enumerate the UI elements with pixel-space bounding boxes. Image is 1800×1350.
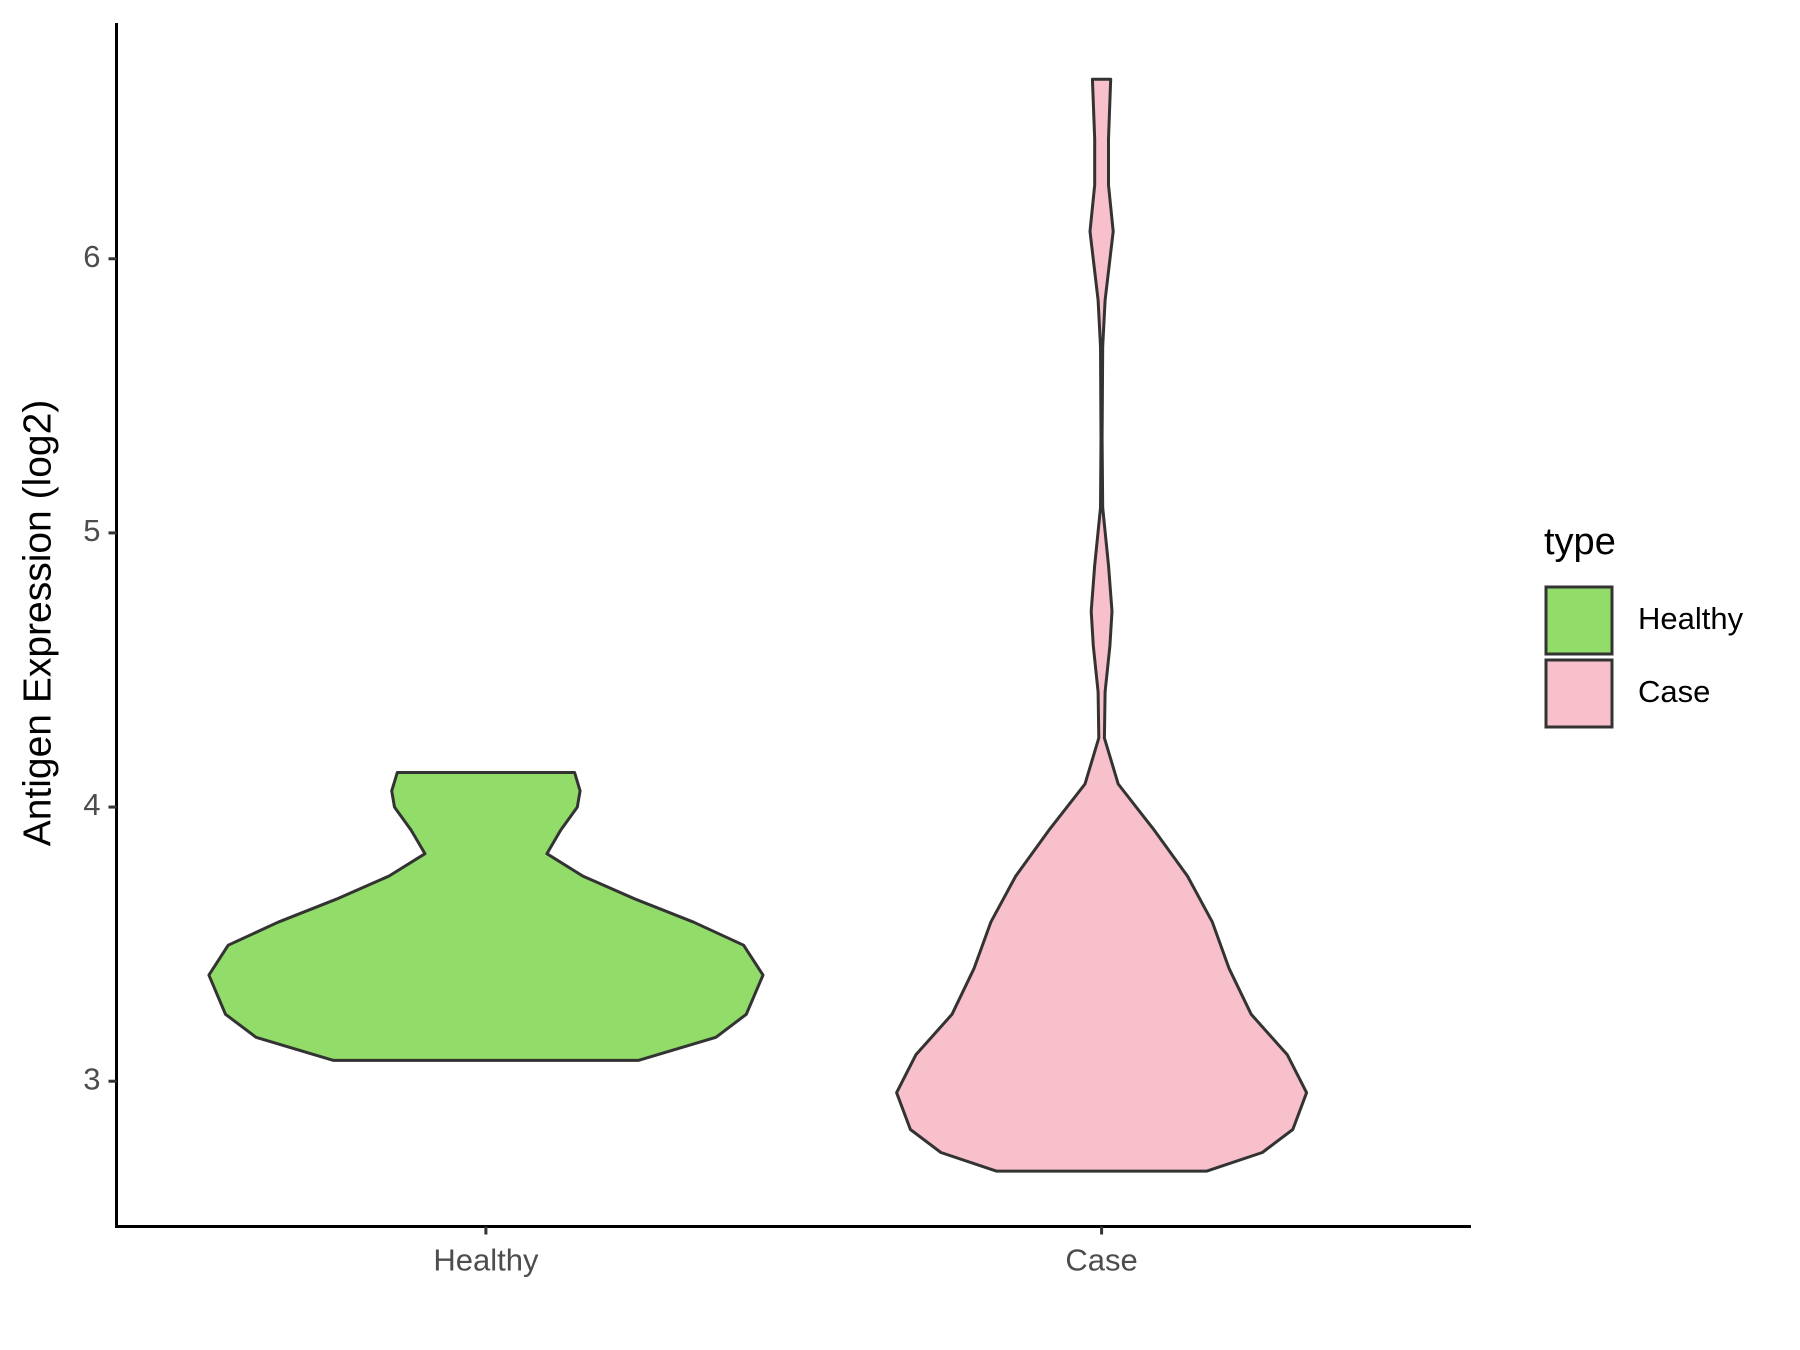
violin [207, 771, 765, 1062]
y-tick-label: 6 [83, 239, 100, 274]
y-tick-label: 5 [83, 513, 100, 548]
legend-title: type [1544, 521, 1616, 563]
x-tick-label: Healthy [433, 1243, 539, 1278]
legend-label: Case [1638, 674, 1710, 709]
legend-key [1544, 658, 1614, 729]
y-tick-label: 4 [83, 787, 100, 822]
y-axis-label: Antigen Expression (log2) [16, 400, 59, 847]
legend-label: Healthy [1638, 601, 1744, 636]
x-tick-label: Case [1065, 1243, 1137, 1278]
y-tick-label: 3 [83, 1061, 100, 1096]
violin [895, 77, 1309, 1173]
legend-key [1544, 585, 1614, 656]
